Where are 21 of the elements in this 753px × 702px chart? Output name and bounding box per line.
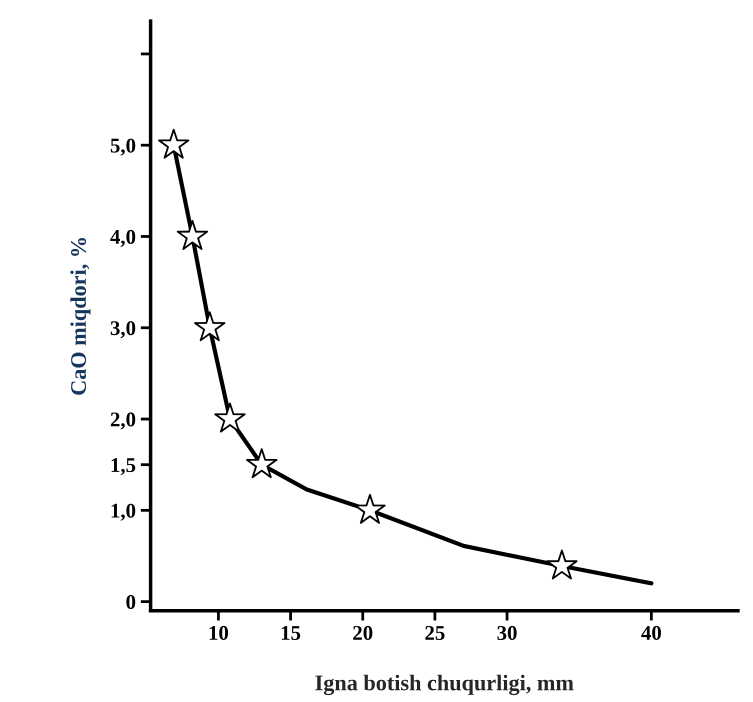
y-tick-label: 5,0 <box>110 138 136 156</box>
y-tick-label: 0 <box>126 594 136 610</box>
x-tick-label: 15 <box>282 626 300 640</box>
x-tick-label: 30 <box>497 626 517 640</box>
y-tick-label: 1,0 <box>112 504 136 521</box>
point <box>158 128 190 159</box>
point <box>246 448 278 478</box>
y-tick-label: 1,5 <box>112 458 136 476</box>
x-tick-label: 20 <box>353 626 372 640</box>
y-tick-label: 2,0 <box>110 412 136 430</box>
y-axis-title: CaO miqdori, % <box>70 238 91 395</box>
y-tick-label: 3,0 <box>110 321 136 338</box>
x-axis-title: Igna botish chuqurligi, mm <box>315 674 574 696</box>
x-tick-label: 10 <box>210 626 228 640</box>
point <box>194 311 226 342</box>
y-tick-label: 4,0 <box>110 230 136 247</box>
point <box>214 402 246 433</box>
point <box>176 220 208 250</box>
point <box>546 550 578 580</box>
x-tick-label: 40 <box>641 626 661 640</box>
x-tick-label: 25 <box>425 626 445 640</box>
